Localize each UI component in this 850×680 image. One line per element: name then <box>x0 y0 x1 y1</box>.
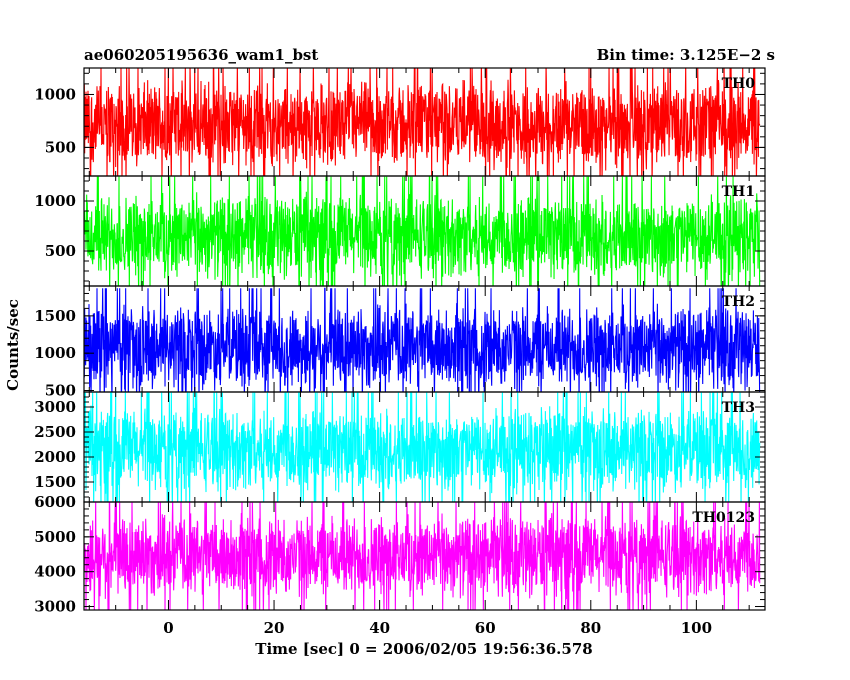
panel-name-th2: TH2 <box>722 294 755 310</box>
y-tick-label: 500 <box>45 138 76 156</box>
x-tick-label: 20 <box>264 619 285 637</box>
y-tick-label: 6000 <box>34 493 76 511</box>
x-tick-label: 60 <box>475 619 496 637</box>
panel-th3: 1500 2000 2500 3000 TH3 <box>34 391 766 503</box>
series-line-th2 <box>84 287 761 392</box>
series-line-th1 <box>84 176 761 286</box>
panels-group: 500 1000 TH0 500 1000 TH1 500 1000 1500 TH2 1500 20… <box>34 67 766 616</box>
series-line-th3 <box>84 392 761 502</box>
y-tick-label: 500 <box>45 382 76 400</box>
y-tick-label: 1000 <box>34 85 76 103</box>
y-tick-label: 3000 <box>34 398 76 416</box>
panel-frame <box>83 501 766 611</box>
y-tick-label: 4000 <box>34 563 76 581</box>
x-tick-label: 80 <box>580 619 601 637</box>
chart-title: ae060205195636_wam1_bst <box>84 46 318 64</box>
x-axis: 0 20 40 60 80 100 <box>163 619 712 637</box>
y-tick-label: 500 <box>45 242 76 260</box>
panel-th2: 500 1000 1500 TH2 <box>34 285 766 400</box>
x-axis-label: Time [sec] 0 = 2006/02/05 19:56:36.578 <box>255 640 592 658</box>
bin-time-label: Bin time: 3.125E−2 s <box>597 46 775 64</box>
y-tick-label: 1500 <box>34 473 76 491</box>
y-axis-label: Counts/sec <box>4 299 22 391</box>
panel-name-th0: TH0 <box>722 76 756 92</box>
y-tick-label: 1000 <box>34 192 76 210</box>
x-tick-label: 100 <box>681 619 712 637</box>
y-tick-label: 2000 <box>34 448 76 466</box>
panel-th1: 500 1000 TH1 <box>34 175 766 287</box>
y-tick-label: 1500 <box>34 307 76 325</box>
panel-name-th1: TH1 <box>722 184 755 200</box>
panel-name-th0123: TH0123 <box>692 510 755 526</box>
y-tick-label: 5000 <box>34 528 76 546</box>
panel-th0: 500 1000 TH0 <box>34 67 766 177</box>
y-tick-label: 1000 <box>34 344 76 362</box>
y-tick-label: 2500 <box>34 423 76 441</box>
x-tick-label: 0 <box>163 619 173 637</box>
panel-th0123: 3000 4000 5000 6000 TH0123 <box>34 493 766 616</box>
x-tick-label: 40 <box>369 619 390 637</box>
y-tick-label: 3000 <box>34 598 76 616</box>
series-line-th0123 <box>84 502 761 610</box>
series-line-th0 <box>84 68 761 176</box>
panel-name-th3: TH3 <box>722 400 755 416</box>
